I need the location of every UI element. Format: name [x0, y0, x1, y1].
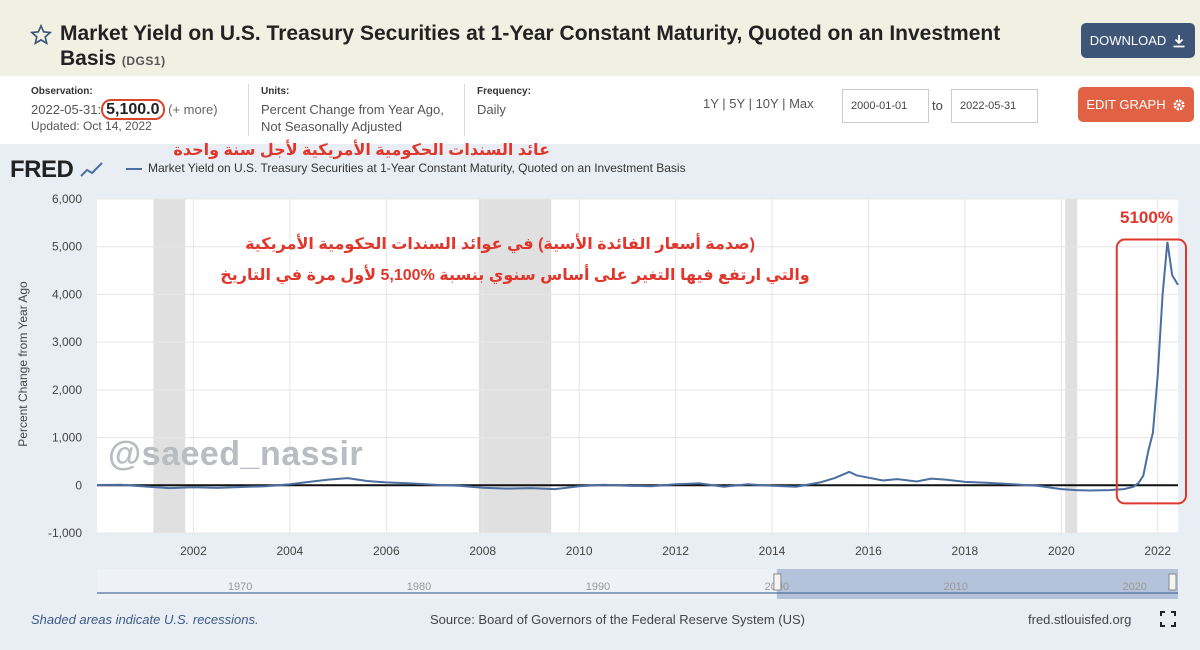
x-tick-label: 2018 [952, 544, 979, 558]
title-bar: Market Yield on U.S. Treasury Securities… [0, 0, 1200, 76]
navigator-label: 2010 [944, 581, 968, 593]
divider [464, 84, 465, 136]
observation-block: Observation: 2022-05-31: 5,100.0 (+ more)… [31, 86, 218, 135]
start-date-input[interactable]: 2000-01-01 [842, 89, 929, 123]
y-tick-label: 2,000 [52, 383, 82, 397]
line-chart: -1,000 0 1,000 2,000 3,000 4,000 5,000 6,000 200… [48, 192, 1188, 558]
units-line-1: Percent Change from Year Ago, [261, 102, 444, 117]
series-id: (DGS1) [121, 54, 166, 68]
navigator-handle[interactable] [773, 573, 782, 591]
x-tick-label: 2020 [1048, 544, 1075, 558]
observation-date: 2022-05-31: [31, 102, 102, 117]
download-icon [1173, 34, 1185, 47]
download-button[interactable]: DOWNLOAD [1081, 23, 1195, 58]
observation-label: Observation: [31, 86, 93, 97]
plot-area [97, 199, 1178, 533]
series-meta-bar: Observation: 2022-05-31: 5,100.0 (+ more)… [0, 76, 1200, 144]
y-tick-label: 6,000 [52, 192, 82, 206]
observation-row: 2022-05-31: 5,100.0 (+ more) [31, 99, 218, 120]
x-tick-label: 2002 [180, 544, 207, 558]
range-max[interactable]: Max [789, 96, 814, 111]
y-tick-label: 4,000 [52, 287, 82, 301]
end-date-input[interactable]: 2022-05-31 [951, 89, 1038, 123]
fred-logo: FRED [10, 156, 104, 184]
legend-swatch [126, 168, 142, 170]
legend-label: Market Yield on U.S. Treasury Securities… [148, 161, 686, 175]
percent-callout: 5100% [1120, 208, 1173, 227]
navigator-selection[interactable] [776, 569, 1178, 599]
edit-graph-label: EDIT GRAPH [1086, 97, 1166, 112]
watermark-handle: @saeed_nassir [108, 435, 364, 473]
page-title: Market Yield on U.S. Treasury Securities… [60, 21, 1060, 74]
x-tick-label: 2012 [662, 544, 689, 558]
range-10y[interactable]: 10Y [755, 96, 779, 111]
arabic-annotation-line-1: (صدمة أسعار الفائدة الأسية) في عوائد الس… [245, 236, 755, 253]
recession-note: Shaded areas indicate U.S. recessions. [31, 612, 259, 627]
fred-link[interactable]: fred.stlouisfed.org [1028, 612, 1132, 627]
series-line [96, 241, 1179, 492]
range-selector: 1Y | 5Y | 10Y | Max [703, 96, 814, 111]
navigator-label: 1980 [407, 581, 431, 593]
source-text: Source: Board of Governors of the Federa… [430, 612, 805, 627]
recession-band [478, 199, 552, 533]
chart-logo-icon [79, 162, 103, 177]
edit-graph-button[interactable]: EDIT GRAPH [1078, 87, 1194, 122]
observation-value: 5,100.0 [101, 99, 165, 120]
y-tick-label: 0 [75, 478, 82, 492]
units-line-2: Not Seasonally Adjusted [261, 119, 402, 134]
arabic-title-annotation: عائد السندات الحكومية الأمريكية لأجل سنة… [173, 142, 550, 159]
range-1y[interactable]: 1Y [703, 96, 719, 111]
updated-date: Updated: Oct 14, 2022 [31, 119, 152, 133]
x-tick-label: 2014 [759, 544, 786, 558]
recession-band [1065, 199, 1078, 533]
x-tick-label: 2016 [855, 544, 882, 558]
navigator-handle[interactable] [1168, 573, 1177, 591]
divider [248, 84, 249, 136]
x-tick-label: 2004 [277, 544, 304, 558]
x-tick-label: 2010 [566, 544, 593, 558]
x-tick-label: 2008 [469, 544, 496, 558]
gear-icon [1173, 99, 1185, 110]
range-navigator[interactable]: 197019801990200020102020 [0, 565, 1200, 605]
range-5y[interactable]: 5Y [729, 96, 745, 111]
frequency-block: Frequency: Daily [477, 86, 531, 118]
y-tick-label: 1,000 [52, 431, 82, 445]
recession-band [153, 199, 186, 533]
star-icon[interactable] [30, 24, 52, 46]
frequency-value: Daily [477, 102, 506, 117]
fullscreen-icon[interactable] [1160, 611, 1176, 627]
y-tick-label: 5,000 [52, 240, 82, 254]
arabic-annotation-line-2: والتي ارتفع فيها التغير على أساس سنوي بن… [220, 267, 810, 284]
y-axis-title: Percent Change from Year Ago [16, 281, 30, 447]
highlight-box [1115, 238, 1188, 505]
to-label: to [932, 98, 943, 113]
navigator-label: 1990 [586, 581, 610, 593]
navigator-label: 2020 [1122, 581, 1146, 593]
x-tick-label: 2006 [373, 544, 400, 558]
series-title: Market Yield on U.S. Treasury Securities… [60, 22, 1001, 70]
y-tick-label: -1,000 [48, 526, 82, 540]
units-label: Units: [261, 86, 290, 97]
frequency-label: Frequency: [477, 86, 531, 97]
download-label: DOWNLOAD [1089, 33, 1167, 48]
y-tick-label: 3,000 [52, 335, 82, 349]
more-link[interactable]: (+ more) [168, 102, 218, 117]
fred-logo-text: FRED [10, 156, 74, 183]
x-tick-label: 2022 [1144, 544, 1171, 558]
navigator-label: 1970 [228, 581, 252, 593]
units-block: Units: Percent Change from Year Ago, Not… [261, 86, 444, 135]
